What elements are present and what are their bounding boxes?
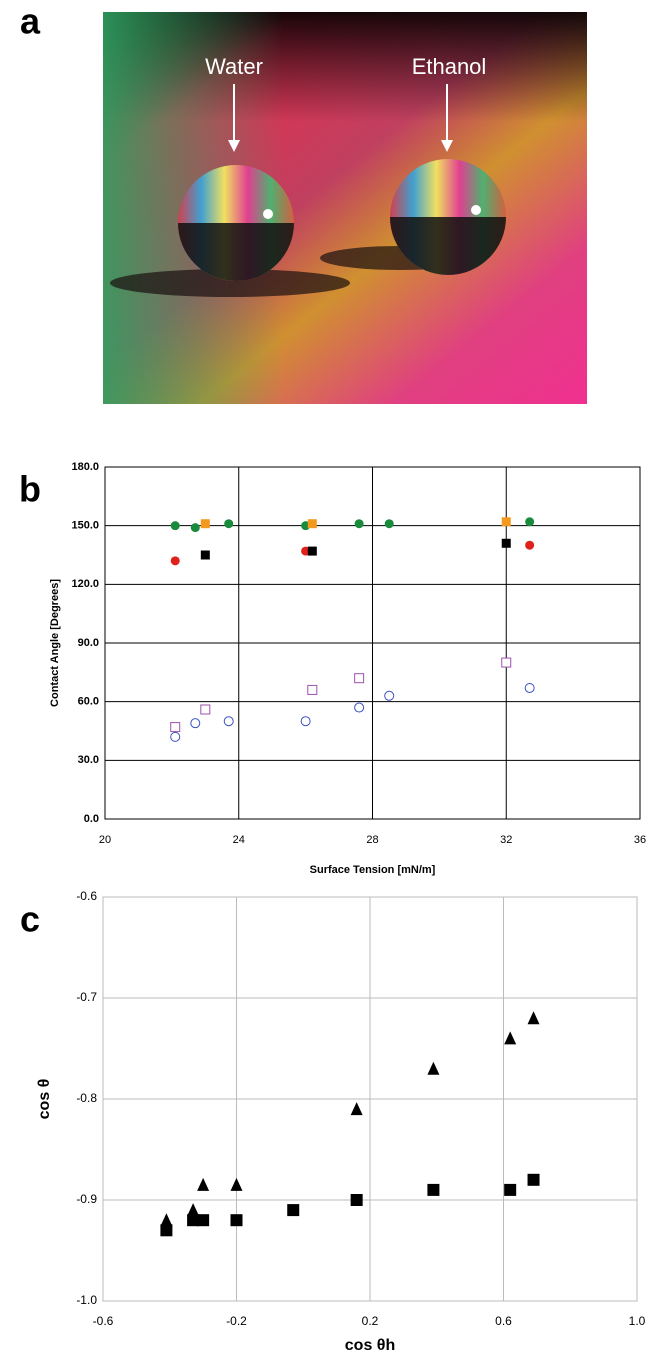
point <box>524 682 535 693</box>
x-tick-label: -0.6 <box>93 1314 114 1328</box>
point <box>287 1204 300 1217</box>
panel-label: c <box>20 899 40 940</box>
y-tick-label: 180.0 <box>71 461 99 473</box>
point <box>384 690 395 701</box>
point <box>223 716 234 727</box>
point <box>230 1214 243 1227</box>
y-axis-label: cos θ <box>36 1079 53 1120</box>
point <box>307 519 317 529</box>
point <box>224 519 234 529</box>
x-tick-label: 20 <box>99 834 111 846</box>
y-tick-label: 90.0 <box>78 637 99 649</box>
panel-label: a <box>20 1 41 42</box>
point <box>160 1213 173 1227</box>
point <box>307 546 317 556</box>
point <box>350 1102 363 1116</box>
point <box>187 1214 200 1227</box>
x-axis-label: cos θh <box>345 1337 395 1354</box>
x-tick-label: 0.2 <box>362 1314 379 1328</box>
point <box>504 1031 517 1045</box>
point <box>200 704 211 715</box>
point <box>300 716 311 727</box>
point <box>525 540 535 550</box>
point <box>354 702 365 713</box>
point <box>197 1177 210 1191</box>
point <box>350 1194 363 1206</box>
point <box>200 550 210 560</box>
y-tick-label: -0.8 <box>76 1091 97 1105</box>
point <box>170 556 180 566</box>
point <box>170 521 180 531</box>
point <box>501 657 512 668</box>
point <box>354 519 364 529</box>
point <box>504 1183 517 1196</box>
point <box>230 1177 243 1191</box>
point <box>527 1011 540 1025</box>
point <box>525 517 535 527</box>
x-tick-label: 32 <box>500 834 512 846</box>
y-tick-label: 150.0 <box>71 520 99 532</box>
y-tick-label: -0.9 <box>76 1192 97 1206</box>
point <box>187 1203 200 1217</box>
y-axis-label: Contact Angle [Degrees] <box>49 579 61 707</box>
point <box>160 1224 173 1237</box>
panel-label: b <box>19 469 41 510</box>
x-tick-label: 1.0 <box>629 1314 646 1328</box>
point <box>197 1214 210 1227</box>
point <box>501 517 511 527</box>
annotation: Ethanol <box>412 54 487 79</box>
point <box>384 519 394 529</box>
point <box>190 718 201 729</box>
y-tick-label: -1.0 <box>76 1293 97 1307</box>
point <box>527 1173 540 1186</box>
x-tick-label: 24 <box>233 834 245 846</box>
y-tick-label: -0.6 <box>76 889 97 903</box>
y-tick-label: 0.0 <box>84 813 99 825</box>
x-tick-label: 0.6 <box>495 1314 512 1328</box>
x-tick-label: -0.2 <box>226 1314 247 1328</box>
point <box>307 684 318 695</box>
x-tick-label: 28 <box>366 834 378 846</box>
y-tick-label: -0.7 <box>76 990 97 1004</box>
point <box>170 731 181 742</box>
point <box>427 1061 440 1075</box>
point <box>190 523 200 533</box>
point <box>501 538 511 548</box>
point <box>200 519 210 529</box>
point <box>354 673 365 684</box>
y-tick-label: 60.0 <box>78 696 99 708</box>
point <box>427 1183 440 1196</box>
x-axis-label: Surface Tension [mN/m] <box>310 864 436 876</box>
point <box>170 722 181 733</box>
annotation: Water <box>205 54 263 79</box>
y-tick-label: 120.0 <box>71 578 99 590</box>
x-tick-label: 36 <box>634 834 646 846</box>
y-tick-label: 30.0 <box>78 754 99 766</box>
photo <box>103 12 587 404</box>
